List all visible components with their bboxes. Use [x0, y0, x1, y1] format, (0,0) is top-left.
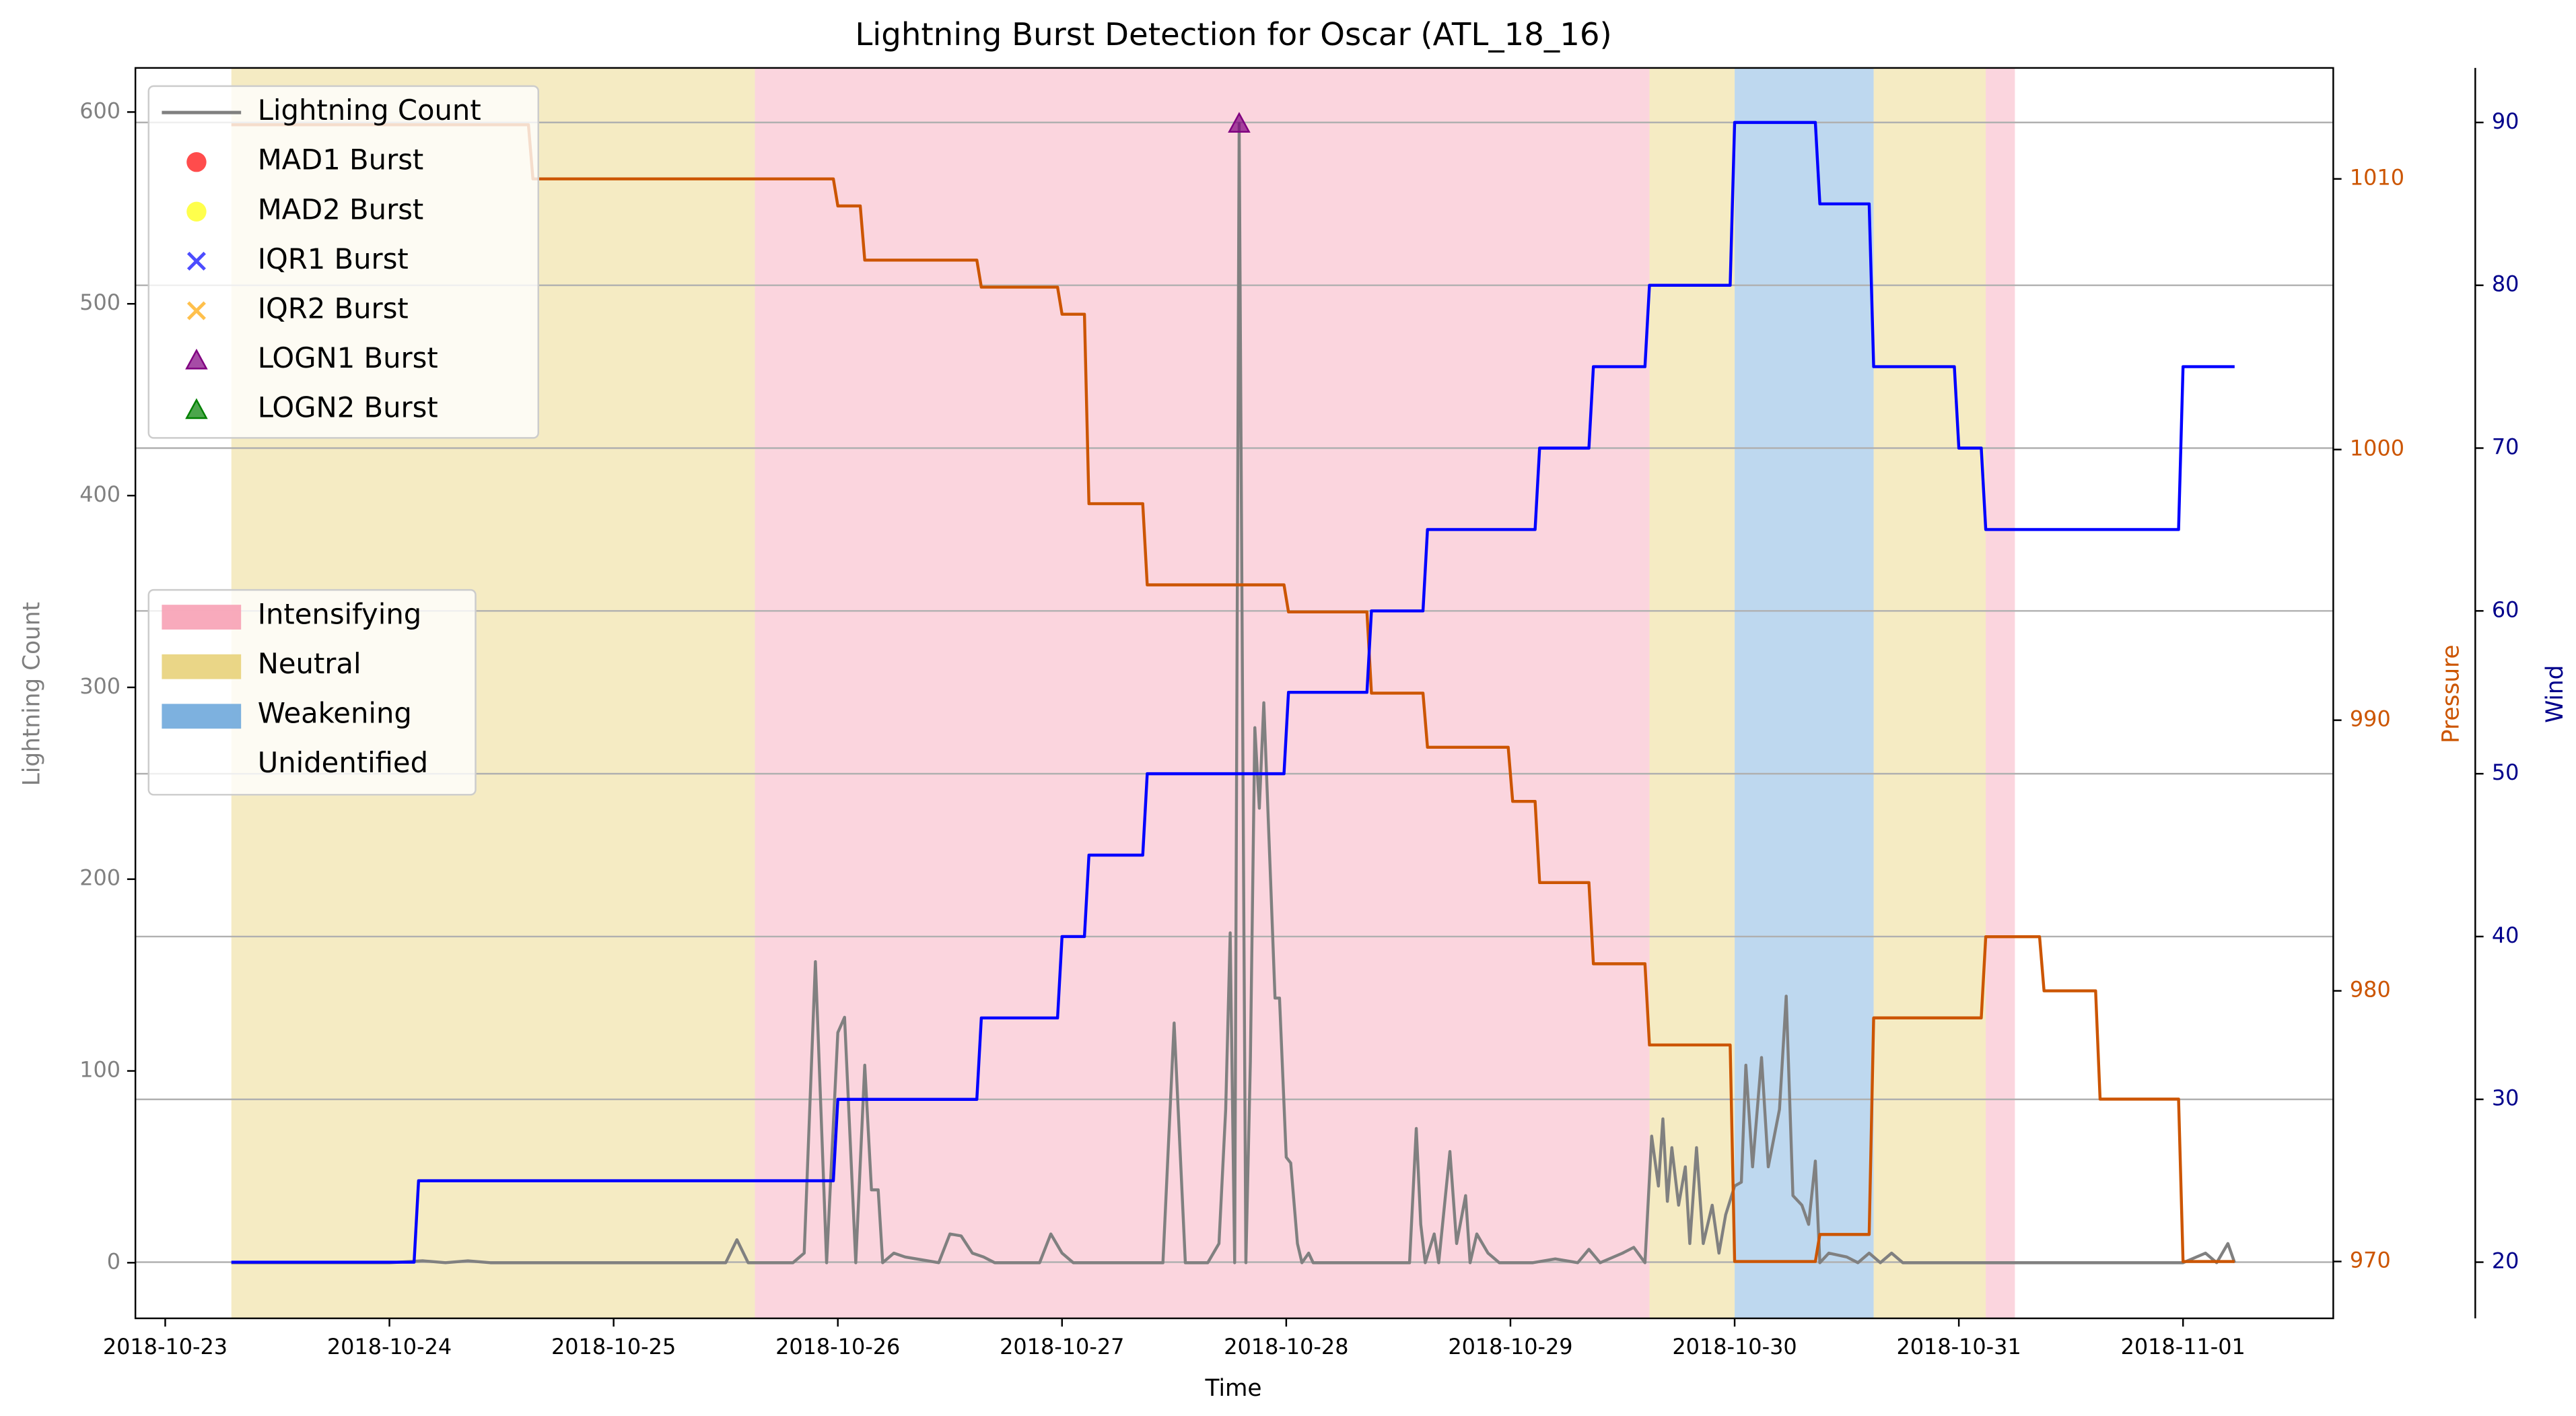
- legend-marker: [186, 251, 206, 271]
- x-tick-label: 2018-10-31: [1897, 1334, 2021, 1359]
- x-tick-label: 2018-10-25: [551, 1334, 676, 1359]
- plot-frame: [134, 67, 2334, 1320]
- legend: Intensifying Neutral Weakening Unidentified: [147, 588, 477, 796]
- y2-axis-label: Pressure: [2438, 644, 2465, 743]
- y3-tick-label: 40: [2492, 922, 2519, 948]
- legend-label: Lightning Count: [258, 94, 481, 127]
- y2-tick-label: 980: [2350, 977, 2391, 1003]
- y-tick-label: 300: [79, 673, 120, 699]
- legend-box: [147, 85, 539, 439]
- legend-marker: [186, 301, 206, 321]
- y3-tick-label: 60: [2492, 597, 2519, 622]
- y-tick-label: 100: [79, 1057, 120, 1083]
- phase-region: [1649, 67, 1735, 1318]
- y-axis-label: Lightning Count: [19, 602, 46, 786]
- legend-label: LOGN2 Burst: [258, 391, 438, 424]
- series-line: [231, 121, 2235, 1264]
- legend-label: IQR2 Burst: [258, 292, 409, 325]
- y3-tick-label: 80: [2492, 271, 2519, 297]
- legend-marker: [186, 201, 207, 222]
- legend-label: Unidentified: [258, 746, 428, 779]
- y3-tick-label: 20: [2492, 1248, 2519, 1274]
- x-tick-label: 2018-10-29: [1448, 1334, 1572, 1359]
- x-tick-label: 2018-10-27: [1000, 1334, 1124, 1359]
- x-tick-label: 2018-10-23: [103, 1334, 228, 1359]
- x-tick-label: 2018-10-24: [327, 1334, 452, 1359]
- legend-box: [147, 588, 477, 796]
- y3-tick-label: 30: [2492, 1085, 2519, 1111]
- phase-region: [755, 67, 1650, 1318]
- phase-region: [1873, 67, 1986, 1318]
- y-tick-label: 600: [79, 98, 120, 123]
- series-line: [231, 123, 2235, 1263]
- chart-title: Lightning Burst Detection for Oscar (ATL…: [855, 16, 1611, 53]
- phase-region: [1986, 67, 2015, 1318]
- y3-tick-label: 70: [2492, 434, 2519, 460]
- legend-swatch: [162, 654, 242, 679]
- x-tick-label: 2018-10-30: [1672, 1334, 1797, 1359]
- legend-label: Neutral: [258, 647, 361, 680]
- legend-label: MAD1 Burst: [258, 143, 424, 176]
- x-axis-label: Time: [1205, 1375, 1262, 1402]
- x-tick-label: 2018-10-26: [775, 1334, 900, 1359]
- y2-tick-label: 1000: [2350, 436, 2404, 461]
- legend-marker: [185, 348, 208, 370]
- y-tick-label: 0: [107, 1248, 120, 1274]
- series-line: [231, 122, 2236, 1265]
- legend-label: MAD2 Burst: [258, 193, 424, 226]
- x-tick-label: 2018-11-01: [2121, 1334, 2246, 1359]
- y3-tick-label: 50: [2492, 760, 2519, 785]
- y3-axis-label: Wind: [2542, 665, 2569, 723]
- legend-marker: [186, 151, 207, 172]
- y2-tick-label: 970: [2350, 1248, 2391, 1273]
- legend-label: Intensifying: [258, 597, 422, 630]
- x-tick-label: 2018-10-28: [1224, 1334, 1348, 1359]
- y2-tick-label: 1010: [2350, 165, 2404, 191]
- legend-label: IQR1 Burst: [258, 242, 409, 275]
- legend-label: Weakening: [258, 697, 412, 730]
- legend-swatch: [162, 605, 242, 630]
- y-tick-label: 200: [79, 865, 120, 891]
- legend: Lightning Count MAD1 Burst MAD2 Burst IQR1 …: [147, 85, 539, 439]
- y-tick-label: 500: [79, 290, 120, 315]
- y-tick-label: 400: [79, 481, 120, 507]
- burst-marker: [1228, 112, 1251, 133]
- y3-tick-label: 90: [2492, 108, 2519, 134]
- legend-marker: [185, 398, 208, 419]
- legend-swatch: [162, 704, 242, 729]
- legend-label: LOGN1 Burst: [258, 341, 438, 374]
- y2-tick-label: 990: [2350, 706, 2391, 732]
